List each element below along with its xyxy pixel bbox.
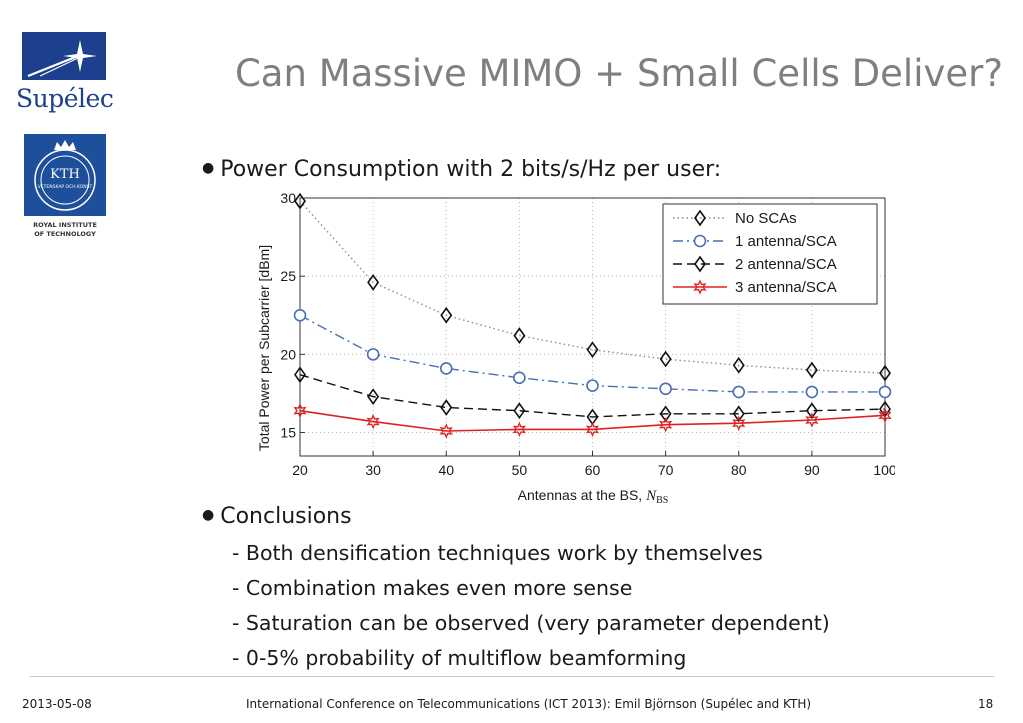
- data-point: [732, 405, 745, 423]
- data-point: [585, 421, 600, 438]
- x-tick-label: 40: [438, 462, 454, 478]
- data-point: [439, 362, 453, 375]
- footer-conference: International Conference on Telecommunic…: [246, 697, 812, 711]
- series-3-antenna-sca: [293, 403, 892, 439]
- data-point: [439, 423, 453, 439]
- legend-marker: [694, 209, 706, 227]
- y-tick-label: 30: [280, 190, 296, 206]
- legend-entry: 2 antenna/SCA: [673, 255, 837, 273]
- data-point: [293, 403, 307, 419]
- data-point: [512, 421, 526, 438]
- x-axis-label: Antennas at the BS, NBS: [518, 487, 669, 506]
- bullet-dot: ●: [202, 507, 215, 523]
- x-tick-label: 60: [585, 462, 601, 478]
- legend-label: 3 antenna/SCA: [735, 279, 837, 296]
- legend-entry: 3 antenna/SCA: [673, 279, 837, 296]
- x-axis-label-text: Antennas at the BS,: [518, 487, 646, 503]
- data-point: [732, 415, 746, 431]
- series-2-antenna-sca: [294, 366, 891, 426]
- series-line: [299, 200, 886, 374]
- x-tick-label: 100: [873, 462, 895, 478]
- x-tick-label: 70: [658, 462, 674, 478]
- data-point: [878, 385, 892, 399]
- legend-marker: [693, 279, 707, 295]
- data-point: [586, 341, 599, 359]
- x-tick-label: 30: [365, 462, 381, 478]
- data-point: [879, 364, 891, 382]
- bullet-power-text: Power Consumption with 2 bits/s/Hz per u…: [220, 157, 722, 182]
- conclusion-item: - 0-5% probability of multiflow beamform…: [232, 646, 687, 670]
- data-point: [732, 385, 746, 399]
- series-line: [299, 409, 886, 432]
- kth-caption: ROYAL INSTITUTE OF TECHNOLOGY: [16, 221, 114, 239]
- footer-page-number: 18: [978, 697, 994, 711]
- data-point: [732, 356, 745, 374]
- data-point: [659, 382, 672, 396]
- data-point: [659, 350, 672, 368]
- data-point: [440, 399, 453, 416]
- footer-divider: [30, 676, 994, 677]
- legend-label: 1 antenna/SCA: [735, 233, 837, 250]
- y-tick-label: 15: [280, 425, 296, 441]
- y-tick-label: 25: [280, 268, 296, 284]
- x-tick-label: 20: [292, 462, 308, 478]
- conclusion-item: - Both densification techniques work by …: [232, 541, 763, 565]
- slide-title: Can Massive MIMO + Small Cells Deliver?: [234, 52, 1003, 95]
- data-point: [659, 405, 672, 423]
- conclusion-item: - Combination makes even more sense: [232, 576, 633, 600]
- kth-seal-logo: KTH VETENSKAP OCH KONST: [24, 134, 106, 216]
- legend-label: No SCAs: [735, 210, 797, 227]
- data-point: [294, 192, 306, 210]
- data-point: [513, 371, 526, 385]
- supelec-wordmark: Supélec: [16, 84, 114, 113]
- legend-marker: [694, 255, 706, 273]
- series-no-scas: [294, 192, 891, 382]
- series-line: [299, 374, 886, 418]
- conclusion-item: - Saturation can be observed (very param…: [232, 611, 830, 635]
- data-point: [294, 366, 306, 384]
- data-point: [513, 402, 526, 420]
- data-point: [805, 385, 819, 399]
- data-point: [805, 361, 818, 379]
- kth-caption-line1: ROYAL INSTITUTE: [33, 221, 97, 229]
- legend-marker: [693, 234, 707, 248]
- data-point: [366, 413, 380, 430]
- footer-date: 2013-05-08: [22, 697, 92, 711]
- bullet-conclusions-text: Conclusions: [220, 504, 352, 529]
- data-point: [367, 274, 380, 291]
- data-point: [440, 306, 453, 324]
- power-chart: 20 30 40 50 60 70 80 90 100 15 20 25 30 Total Power …: [256, 190, 895, 506]
- legend-label: 2 antenna/SCA: [735, 256, 837, 273]
- x-axis-label-symbol: N: [645, 488, 657, 504]
- y-axis-label: Total Power per Subcarrier [dBm]: [256, 245, 272, 451]
- data-point: [586, 379, 599, 392]
- data-point: [366, 348, 380, 361]
- series-1-antenna-sca: [293, 308, 892, 399]
- x-tick-label: 50: [512, 462, 528, 478]
- x-tick-label: 90: [804, 462, 820, 478]
- data-point: [367, 388, 380, 405]
- x-tick-label: 80: [731, 462, 747, 478]
- supelec-logo: [22, 32, 106, 80]
- bullet-conclusions: ● Conclusions: [202, 504, 352, 529]
- bullet-dot: ●: [202, 160, 215, 176]
- bullet-power-consumption: ● Power Consumption with 2 bits/s/Hz per …: [202, 157, 721, 182]
- data-point: [513, 327, 526, 344]
- data-point: [878, 407, 892, 423]
- kth-seal-motto: VETENSKAP OCH KONST: [38, 184, 93, 190]
- chart-series: [293, 192, 892, 439]
- data-point: [805, 402, 818, 420]
- chart-legend: No SCAs 1 antenna/SCA 2 antenna/SCA 3 anten…: [662, 203, 878, 305]
- data-point: [659, 417, 673, 433]
- y-tick-label: 20: [280, 346, 296, 362]
- kth-seal-letters: KTH: [50, 167, 80, 182]
- legend-entry: 1 antenna/SCA: [673, 233, 837, 250]
- data-point: [293, 308, 307, 322]
- legend-entry: No SCAs: [673, 209, 797, 227]
- data-point: [805, 412, 819, 428]
- x-axis-label-subscript: BS: [656, 495, 668, 506]
- kth-caption-line2: OF TECHNOLOGY: [34, 230, 96, 238]
- chart-ticks: 20 30 40 50 60 70 80 90 100 15 20 25 30: [280, 190, 895, 478]
